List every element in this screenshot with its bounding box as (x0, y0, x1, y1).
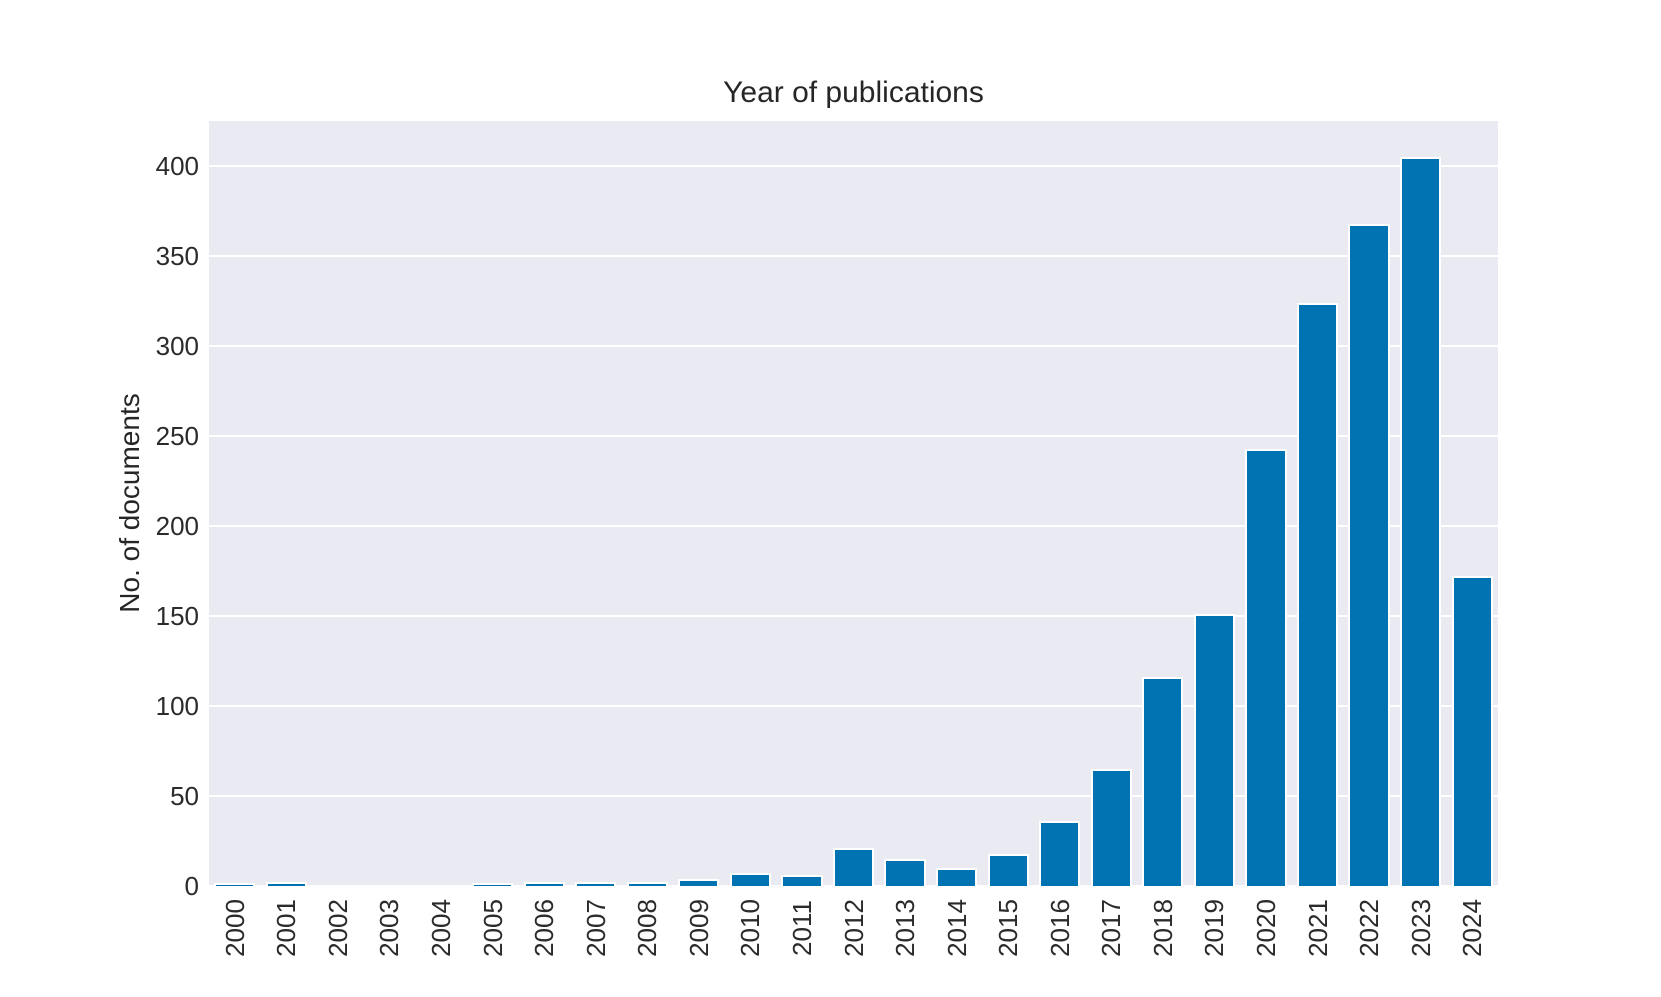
bar-2022 (1348, 223, 1390, 886)
y-tick-label-300: 300 (155, 331, 199, 361)
x-tick-label-2009: 2009 (683, 899, 714, 957)
bar-2014 (935, 868, 978, 886)
gridline-250 (209, 435, 1498, 437)
bar-2007 (575, 882, 617, 886)
x-tick-label-2003: 2003 (374, 899, 405, 957)
gridline-50 (209, 795, 1498, 797)
bar-2001 (265, 882, 307, 886)
gridline-300 (209, 345, 1498, 347)
x-tick-label-2013: 2013 (890, 899, 921, 957)
bar-2009 (678, 878, 720, 886)
x-tick-label-2019: 2019 (1199, 899, 1230, 957)
bar-2016 (1039, 821, 1081, 886)
y-tick-label-50: 50 (170, 781, 199, 811)
bar-2017 (1090, 769, 1132, 886)
bar-2011 (781, 875, 823, 886)
x-tick-label-2002: 2002 (322, 899, 353, 957)
x-tick-label-2004: 2004 (426, 899, 457, 957)
bar-2018 (1142, 677, 1184, 886)
bar-2021 (1296, 302, 1339, 886)
y-tick-label-0: 0 (184, 871, 199, 901)
gridline-100 (209, 705, 1498, 707)
bar-2024 (1451, 576, 1493, 886)
gridline-350 (209, 255, 1498, 257)
gridline-200 (209, 525, 1498, 527)
bar-2012 (832, 848, 875, 886)
x-tick-label-2018: 2018 (1147, 899, 1178, 957)
x-tick-label-2015: 2015 (993, 899, 1024, 957)
x-tick-label-2024: 2024 (1457, 899, 1488, 957)
x-tick-label-2014: 2014 (941, 899, 972, 957)
x-tick-label-2007: 2007 (580, 899, 611, 957)
plot-area (209, 121, 1498, 887)
x-tick-label-2010: 2010 (735, 899, 766, 957)
y-tick-label-100: 100 (155, 691, 199, 721)
x-tick-label-2012: 2012 (838, 899, 869, 957)
x-tick-label-2001: 2001 (271, 899, 302, 957)
bar-2013 (884, 859, 926, 886)
x-tick-label-2005: 2005 (477, 899, 508, 957)
y-tick-label-250: 250 (155, 421, 199, 451)
bar-2005 (471, 883, 514, 886)
x-tick-label-2021: 2021 (1302, 899, 1333, 957)
x-tick-label-2022: 2022 (1354, 899, 1385, 957)
gridline-400 (209, 165, 1498, 167)
x-tick-label-2000: 2000 (219, 899, 250, 957)
x-tick-label-2020: 2020 (1250, 899, 1281, 957)
x-tick-label-2006: 2006 (529, 899, 560, 957)
x-tick-label-2008: 2008 (632, 899, 663, 957)
gridline-150 (209, 615, 1498, 617)
bar-2020 (1245, 448, 1287, 886)
y-tick-label-350: 350 (155, 241, 199, 271)
x-tick-label-2017: 2017 (1096, 899, 1127, 957)
chart-title: Year of publications (723, 76, 984, 109)
y-tick-label-150: 150 (155, 601, 199, 631)
bar-2023 (1400, 157, 1442, 886)
x-tick-label-2016: 2016 (1044, 899, 1075, 957)
bar-2015 (987, 853, 1029, 886)
y-tick-label-400: 400 (155, 151, 199, 181)
y-tick-label-200: 200 (155, 511, 199, 541)
x-tick-label-2023: 2023 (1405, 899, 1436, 957)
gridline-0 (209, 885, 1498, 887)
bar-2019 (1193, 614, 1236, 886)
x-tick-label-2011: 2011 (786, 900, 817, 956)
bar-2000 (214, 883, 256, 886)
bar-2010 (729, 873, 771, 886)
bar-2006 (523, 882, 565, 886)
bar-2008 (626, 882, 668, 886)
